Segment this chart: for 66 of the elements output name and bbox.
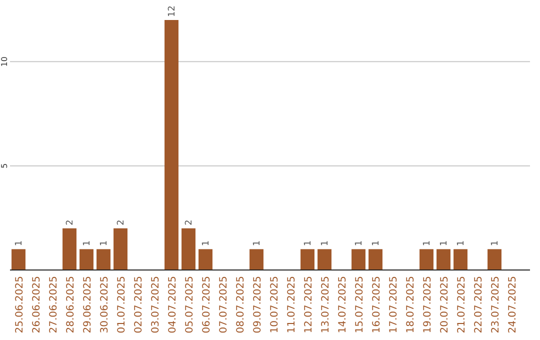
- bar: [80, 249, 94, 270]
- bar: [198, 249, 212, 270]
- x-tick-label: 20.07.2025: [440, 276, 450, 334]
- data-label: 2: [116, 220, 126, 226]
- x-tick-label: 23.07.2025: [490, 276, 502, 334]
- bar: [488, 249, 502, 270]
- x-tick-label: 25.06.2025: [14, 276, 26, 334]
- data-label: 1: [252, 240, 262, 246]
- bar: [368, 249, 382, 270]
- bar: [12, 249, 26, 270]
- data-label: 1: [14, 240, 24, 246]
- data-label: 2: [66, 220, 76, 226]
- y-tick-label: 5: [0, 163, 9, 168]
- bar: [250, 249, 264, 270]
- x-tick-label: 21.07.2025: [456, 276, 468, 334]
- data-label: 1: [100, 240, 110, 246]
- x-tick-label: 29.06.2025: [82, 276, 94, 334]
- x-tick-label: 11.07.2025: [286, 276, 298, 334]
- bar: [164, 20, 178, 270]
- x-tick-label: 16.07.2025: [372, 276, 382, 334]
- x-tick-label: 27.06.2025: [48, 276, 60, 334]
- y-tick-label: 10: [0, 56, 9, 67]
- x-tick-label: 09.07.2025: [252, 276, 264, 334]
- data-label: 1: [456, 240, 466, 246]
- data-label: 1: [422, 240, 432, 246]
- x-tick-label: 01.07.2025: [116, 276, 128, 334]
- x-tick-label: 26.06.2025: [32, 276, 42, 334]
- data-label: 1: [440, 240, 450, 246]
- data-label: 12: [168, 6, 178, 17]
- x-tick-label: 15.07.2025: [354, 276, 366, 334]
- x-tick-label: 12.07.2025: [304, 276, 314, 334]
- bar: [352, 249, 366, 270]
- bar: [454, 249, 468, 270]
- data-label: 1: [372, 240, 382, 246]
- x-tick-label: 07.07.2025: [218, 276, 230, 334]
- x-tick-label: 05.07.2025: [184, 276, 196, 334]
- bar: [114, 228, 128, 270]
- data-label: 1: [202, 240, 212, 246]
- x-tick-label: 22.07.2025: [474, 276, 484, 334]
- data-label: 1: [304, 240, 314, 246]
- x-tick-label: 02.07.2025: [134, 276, 144, 334]
- bar: [182, 228, 196, 270]
- bar: [300, 249, 314, 270]
- x-tick-label: 28.06.2025: [66, 276, 76, 334]
- bar: [96, 249, 110, 270]
- x-tick-label: 08.07.2025: [236, 276, 246, 334]
- x-tick-label: 14.07.2025: [338, 276, 348, 334]
- x-tick-label: 24.07.2025: [508, 276, 518, 334]
- x-tick-label: 30.06.2025: [100, 276, 110, 334]
- x-tick-label: 17.07.2025: [388, 276, 400, 334]
- bar: [62, 228, 76, 270]
- bar: [420, 249, 434, 270]
- data-label: 2: [184, 220, 194, 226]
- x-tick-label: 06.07.2025: [202, 276, 212, 334]
- bar: [436, 249, 450, 270]
- x-tick-label: 18.07.2025: [406, 276, 416, 334]
- x-tick-label: 10.07.2025: [270, 276, 280, 334]
- x-tick-label: 03.07.2025: [150, 276, 162, 334]
- x-tick-label: 19.07.2025: [422, 276, 434, 334]
- data-label: 1: [490, 240, 500, 246]
- x-tick-label: 04.07.2025: [168, 276, 178, 334]
- data-label: 1: [82, 240, 92, 246]
- bar: [318, 249, 332, 270]
- data-label: 1: [354, 240, 364, 246]
- data-label: 1: [320, 240, 330, 246]
- x-tick-label: 13.07.2025: [320, 276, 332, 334]
